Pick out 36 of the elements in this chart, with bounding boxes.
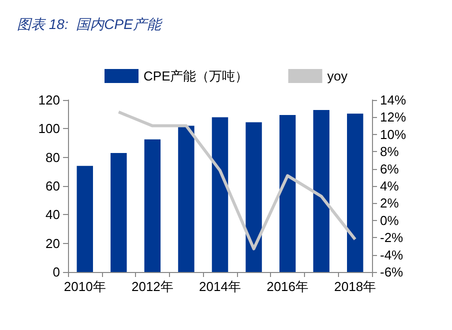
y2-tick-label: 0%: [380, 212, 400, 228]
legend-label: CPE产能（万吨）: [144, 68, 248, 84]
x-tick-label: 2018年: [334, 279, 376, 294]
y2-tick-label: -6%: [380, 264, 404, 280]
y-tick-label: 60: [46, 178, 60, 194]
y2-tick-label: 14%: [380, 92, 406, 108]
bar: [76, 166, 93, 272]
legend-label: yoy: [327, 68, 348, 84]
y-tick-label: 20: [46, 236, 60, 251]
bar: [212, 117, 228, 272]
line-series: [117, 110, 357, 250]
x-tick-label: 2010年: [64, 279, 106, 294]
bar: [313, 110, 330, 272]
y2-tick-label: 12%: [380, 110, 406, 125]
bar: [246, 122, 262, 272]
bar: [144, 139, 161, 272]
chart-title: 图表 18: 国内CPE产能: [17, 16, 163, 32]
y-tick-label: 100: [38, 121, 60, 136]
bar: [178, 126, 194, 272]
y2-tick-label: 4%: [380, 178, 400, 194]
y2-tick-label: 6%: [380, 161, 400, 176]
y2-tick-label: 10%: [380, 126, 406, 142]
y2-tick-label: 8%: [380, 144, 400, 160]
bar: [279, 115, 296, 272]
y2-tick-label: -4%: [380, 247, 404, 262]
y-tick-label: 0: [52, 264, 60, 280]
y-tick-label: 40: [46, 207, 60, 222]
bar: [110, 153, 127, 272]
bar: [347, 114, 364, 272]
y-tick-label: 80: [46, 150, 60, 165]
x-tick-label: 2012年: [131, 279, 174, 294]
x-tick-label: 2014年: [199, 279, 241, 294]
y2-tick-label: 2%: [380, 196, 400, 211]
y2-tick-label: -2%: [380, 230, 404, 246]
y-tick-label: 120: [38, 92, 60, 108]
x-tick-label: 2016年: [266, 279, 309, 294]
